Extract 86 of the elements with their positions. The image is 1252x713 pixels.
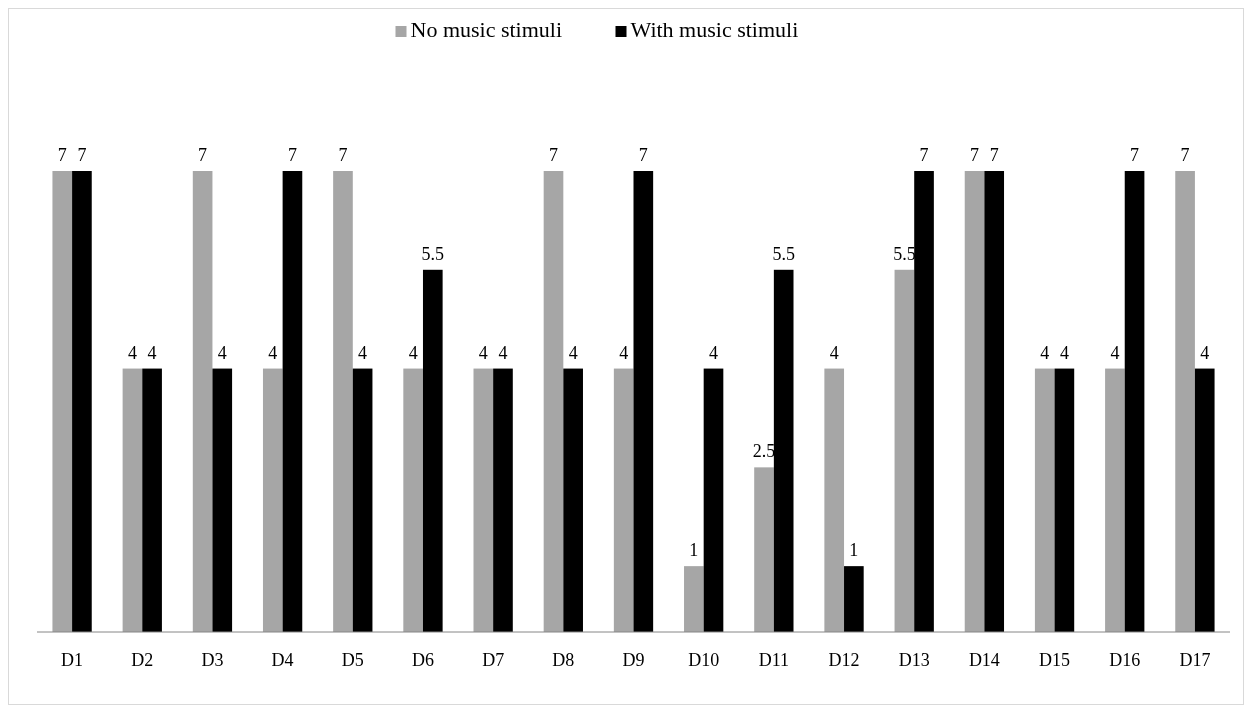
data-label: 4	[1110, 342, 1120, 363]
data-label: 7	[1180, 145, 1190, 165]
data-label: 4	[408, 342, 418, 363]
x-tick-label: D5	[341, 650, 364, 670]
data-label: 7	[77, 145, 87, 165]
bar	[422, 269, 443, 632]
data-label: 4	[619, 342, 629, 363]
data-label: 7	[549, 145, 558, 165]
bar	[72, 171, 92, 632]
bar	[1175, 171, 1195, 632]
x-tick-label: D16	[1109, 650, 1141, 670]
x-tick-label: D8	[552, 650, 575, 670]
x-tick-label: D4	[271, 650, 294, 670]
data-label: 7	[970, 145, 980, 165]
bar	[493, 368, 513, 632]
x-tick-label: D3	[201, 650, 224, 670]
x-tick-label: D6	[411, 650, 434, 670]
data-label: 4	[1059, 342, 1069, 363]
bar	[352, 368, 373, 632]
data-label: 4	[358, 342, 368, 363]
x-tick-label: D7	[482, 650, 505, 670]
bar	[543, 171, 564, 632]
bar	[844, 566, 864, 632]
data-label: 7	[338, 145, 348, 165]
bar	[282, 171, 303, 632]
data-label: 5.5	[772, 243, 795, 264]
x-tick-label: D13	[898, 650, 930, 670]
bar	[403, 368, 423, 632]
bar	[473, 368, 494, 632]
data-label: 7	[919, 145, 929, 165]
x-tick-label: D11	[758, 650, 790, 670]
data-label: 4	[268, 342, 278, 363]
x-tick-label: D9	[622, 650, 645, 670]
bar	[262, 368, 283, 632]
bar	[52, 171, 73, 632]
bar	[964, 171, 985, 632]
data-label: 7	[287, 145, 297, 165]
bar	[142, 368, 162, 632]
x-tick-label: D2	[131, 650, 154, 670]
bar	[1124, 171, 1145, 632]
data-label: 7	[989, 145, 999, 165]
bar	[563, 368, 583, 632]
data-label: 7	[638, 145, 648, 165]
data-label: 4	[217, 342, 227, 363]
bar	[894, 269, 915, 632]
legend-label: With music stimuli	[630, 17, 799, 42]
bar	[1034, 368, 1055, 632]
data-label: 5.5	[421, 243, 445, 264]
bar	[684, 566, 704, 632]
bar	[1054, 368, 1075, 632]
data-label: 1	[849, 540, 859, 561]
data-label: 2.5	[752, 441, 776, 462]
x-tick-label: D15	[1039, 650, 1071, 670]
x-tick-label: D14	[968, 650, 1000, 670]
bar	[212, 368, 233, 632]
bar	[613, 368, 634, 632]
bar	[703, 368, 724, 632]
bar	[333, 171, 353, 632]
data-label: 4	[147, 342, 157, 363]
bar	[754, 467, 774, 632]
data-label: 1	[689, 540, 699, 561]
bar	[192, 171, 213, 632]
data-label: 7	[57, 145, 67, 165]
bar	[1105, 368, 1125, 632]
data-label: 4	[478, 342, 488, 363]
bar	[824, 368, 845, 632]
bar	[122, 368, 143, 632]
data-label: 7	[198, 145, 208, 165]
bar	[773, 269, 794, 632]
data-label: 7	[1130, 145, 1140, 165]
legend-label: No music stimuli	[410, 17, 563, 42]
data-label: 4	[568, 342, 578, 363]
bar	[1194, 368, 1215, 632]
data-label: 4	[829, 342, 839, 363]
x-tick-label: D10	[688, 650, 720, 670]
x-tick-label: D1	[61, 650, 84, 670]
bar	[633, 171, 654, 632]
x-tick-label: D17	[1179, 650, 1211, 670]
data-label: 4	[709, 342, 718, 363]
data-label: 4	[498, 342, 508, 363]
data-label: 4	[127, 342, 137, 363]
data-label: 4	[1200, 342, 1210, 363]
data-label: 4	[1040, 342, 1050, 363]
bar	[984, 171, 1005, 632]
x-tick-label: D12	[828, 650, 860, 670]
bar	[914, 171, 934, 632]
